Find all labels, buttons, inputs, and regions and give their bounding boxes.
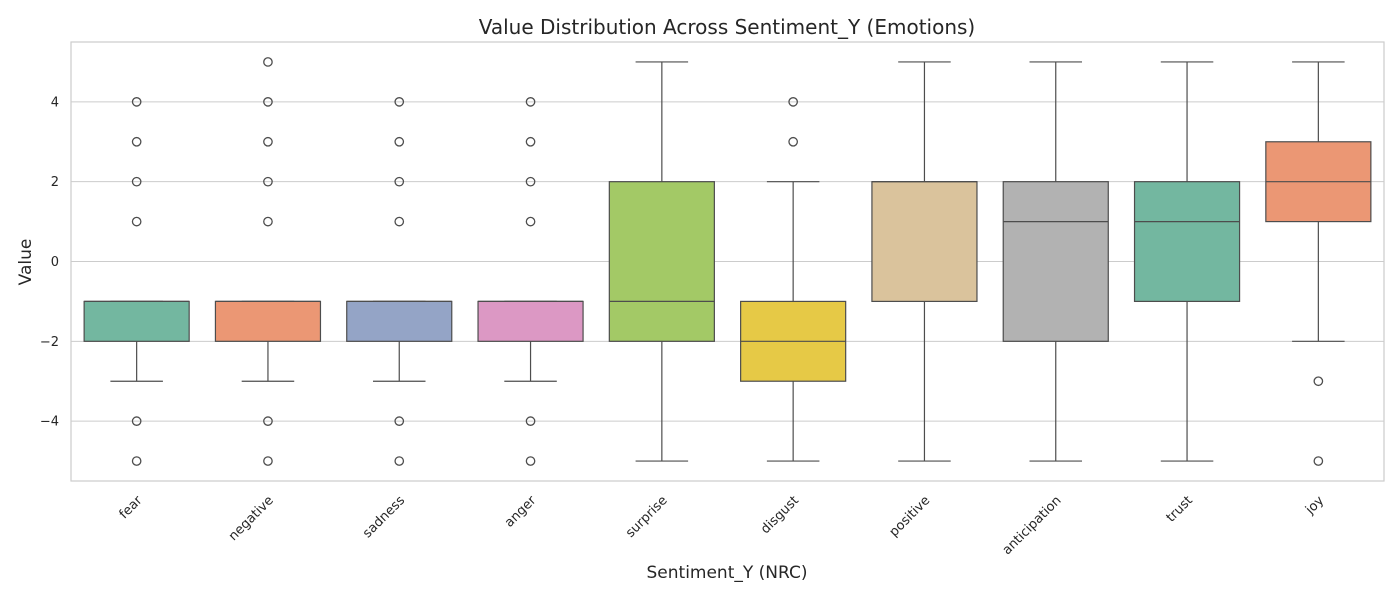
- x-tick-label: anticipation: [1000, 493, 1065, 558]
- box-anger: [477, 97, 584, 466]
- box-trust: [1133, 61, 1241, 462]
- x-tick-label: anger: [502, 493, 540, 531]
- x-tick-label: disgust: [758, 493, 802, 537]
- outlier-point: [263, 416, 273, 426]
- outlier-point: [394, 176, 405, 187]
- chart-title: Value Distribution Across Sentiment_Y (E…: [479, 15, 976, 39]
- box-iqr: [608, 181, 715, 342]
- outlier-point: [131, 216, 142, 227]
- outlier-point: [394, 416, 405, 426]
- outlier-point: [263, 97, 273, 107]
- outlier-point: [394, 136, 405, 147]
- box-iqr: [1133, 181, 1241, 303]
- box-iqr: [1002, 181, 1109, 342]
- outlier-point: [788, 136, 799, 147]
- box-iqr: [83, 300, 190, 342]
- outlier-point: [263, 176, 273, 187]
- box-plot-series: [83, 57, 1372, 466]
- outlier-point: [1313, 376, 1324, 387]
- box-sadness: [346, 97, 453, 466]
- x-tick-label: negative: [226, 493, 277, 544]
- x-tick-label: positive: [887, 493, 934, 540]
- box-iqr: [346, 300, 453, 342]
- x-axis-label: Sentiment_Y (NRC): [647, 563, 808, 583]
- outlier-point: [394, 456, 405, 466]
- outlier-point: [525, 216, 536, 227]
- x-tick-label: fear: [117, 493, 146, 522]
- outlier-point: [525, 97, 536, 107]
- plot-frame: [70, 41, 1385, 482]
- outlier-point: [263, 216, 273, 227]
- outlier-point: [131, 456, 142, 466]
- outlier-point: [525, 176, 536, 187]
- box-joy: [1265, 61, 1372, 466]
- y-tick-label: −4: [40, 415, 59, 430]
- box-negative: [214, 57, 322, 466]
- box-iqr: [871, 181, 978, 303]
- outlier-point: [131, 97, 142, 107]
- outlier-point: [788, 97, 799, 107]
- outlier-point: [131, 136, 142, 147]
- outlier-point: [525, 416, 536, 426]
- outlier-point: [394, 216, 405, 227]
- x-tick-label: joy: [1302, 493, 1327, 518]
- outlier-point: [263, 136, 273, 147]
- y-tick-label: 4: [51, 95, 59, 110]
- outlier-point: [525, 456, 536, 466]
- box-iqr: [214, 300, 322, 342]
- box-iqr: [477, 300, 584, 342]
- outlier-point: [263, 57, 273, 67]
- box-surprise: [608, 61, 715, 462]
- outlier-point: [1313, 456, 1324, 466]
- y-tick-label: −2: [40, 335, 59, 350]
- box-anticipation: [1002, 61, 1109, 462]
- box-fear: [83, 97, 190, 466]
- outlier-point: [394, 97, 405, 107]
- x-tick-label: surprise: [623, 493, 671, 541]
- box-positive: [871, 61, 978, 462]
- outlier-point: [263, 456, 273, 466]
- x-tick-label: sadness: [360, 493, 408, 541]
- y-tick-label: 0: [51, 255, 59, 270]
- x-tick-labels: fear negative sadness anger surprise disgust p…: [117, 493, 1328, 558]
- y-tick-label: 2: [51, 175, 59, 190]
- x-tick-label: trust: [1164, 493, 1196, 525]
- y-axis-label: Value: [16, 239, 36, 286]
- box-disgust: [740, 97, 847, 462]
- outlier-point: [131, 416, 142, 426]
- outlier-point: [131, 176, 142, 187]
- outlier-point: [525, 136, 536, 147]
- y-tick-labels: −4 −2 0 2 4: [40, 95, 59, 429]
